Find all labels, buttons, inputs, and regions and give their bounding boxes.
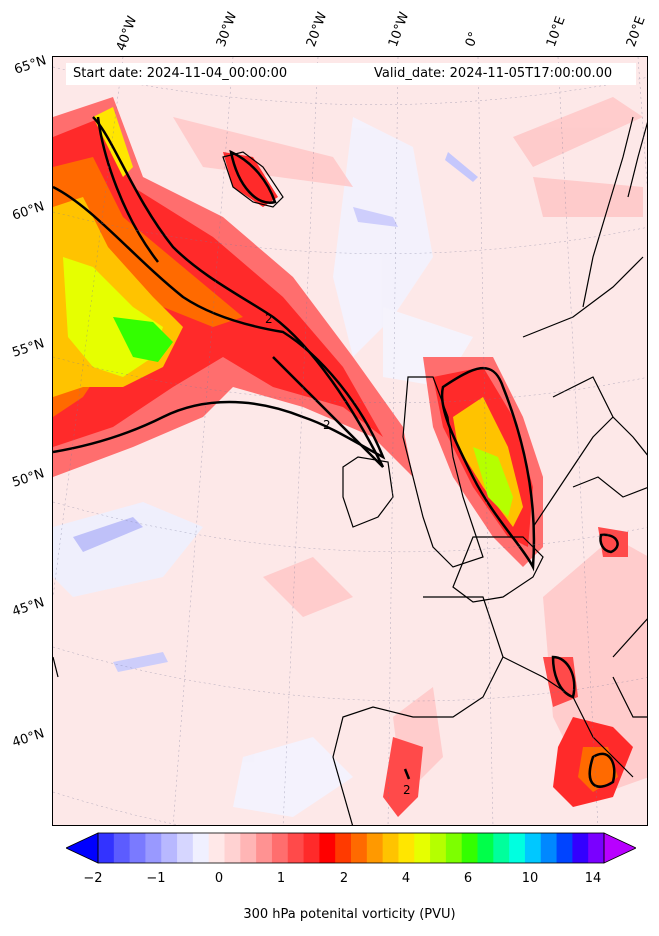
colorbar-cell xyxy=(177,833,194,863)
colorbar-tick-label: 10 xyxy=(521,871,539,886)
contour-label-2: 2 xyxy=(323,418,331,432)
map-info-bar xyxy=(66,63,636,85)
lon-label-10w: 10°W xyxy=(385,10,413,49)
colorbar-cell xyxy=(271,833,289,863)
colorbar-cell xyxy=(335,833,352,863)
colorbar-tick-label: 0 xyxy=(214,871,224,886)
lat-label-40n: 40°N xyxy=(10,726,47,751)
lat-label-65n: 65°N xyxy=(12,53,49,78)
lat-label-55n: 55°N xyxy=(10,336,47,361)
colorbar-cell xyxy=(287,833,305,863)
colorbar-cell xyxy=(493,833,510,863)
lon-label-40w: 40°W xyxy=(113,14,141,53)
lon-label-20w: 20°W xyxy=(303,10,331,49)
colorbar-cell xyxy=(572,833,589,863)
colorbar-cell xyxy=(256,833,273,863)
colorbar-cell xyxy=(445,833,463,863)
moderate-pv-streaks xyxy=(173,97,647,797)
colorbar-cell xyxy=(303,833,320,863)
contour-label-1: 2 xyxy=(265,312,273,326)
colorbar-cell xyxy=(161,833,178,863)
lat-label-50n: 50°N xyxy=(10,466,47,491)
colorbar-cell xyxy=(351,833,368,863)
colorbar-cell xyxy=(524,833,542,863)
pv-field-map: 2 2 2 xyxy=(53,57,647,825)
start-date-label: Start date: 2024-11-04_00:00:00 xyxy=(73,66,288,81)
lon-label-30w: 30°W xyxy=(213,10,241,49)
colorbar-cell xyxy=(414,833,431,863)
colorbar xyxy=(66,832,636,864)
lon-label-0: 0° xyxy=(462,29,483,49)
colorbar-cell xyxy=(366,833,384,863)
pv-2-contours xyxy=(53,116,619,788)
lon-label-10e: 10°E xyxy=(543,14,569,50)
map-panel: 2 2 2 xyxy=(52,56,648,826)
pv-blob-iceland xyxy=(223,152,278,207)
lat-label-60n: 60°N xyxy=(10,199,47,224)
colorbar-cell xyxy=(208,833,225,863)
colorbar-cell xyxy=(540,833,558,863)
colorbar-tick-label: 1 xyxy=(276,871,286,886)
colorbar-cell xyxy=(556,833,573,863)
colorbar-cell xyxy=(192,833,210,863)
colorbar-cell xyxy=(430,833,447,863)
colorbar-max-arrow xyxy=(603,832,636,864)
pv-blob-iberia xyxy=(383,737,423,817)
colorbar-cell xyxy=(145,833,162,863)
colorbar-title: 300 hPa potenital vorticity (PVU) xyxy=(243,907,456,922)
coastlines xyxy=(53,116,647,825)
contour-label-3: 2 xyxy=(403,783,411,797)
lon-label-20e: 20°E xyxy=(623,14,649,50)
colorbar-min-arrow xyxy=(66,832,99,864)
colorbar-tick-label: −2 xyxy=(83,871,103,886)
valid-date-label: Valid_date: 2024-11-05T17:00:00.00 xyxy=(374,66,613,81)
colorbar-cell xyxy=(129,833,146,863)
colorbar-cell xyxy=(224,833,241,863)
colorbar-tick-label: 4 xyxy=(401,871,411,886)
colorbar-cell xyxy=(382,833,399,863)
colorbar-cell xyxy=(240,833,257,863)
colorbar-cell xyxy=(588,833,605,863)
colorbar-cell xyxy=(509,833,526,863)
colorbar-cell xyxy=(113,833,131,863)
colorbar-cell xyxy=(461,833,478,863)
pv-streamer-north-sea xyxy=(423,357,543,567)
colorbar-tick-label: 6 xyxy=(463,871,473,886)
colorbar-cell xyxy=(398,833,415,863)
colorbar-cell xyxy=(98,833,115,863)
colorbar-tick-label: 14 xyxy=(584,871,602,886)
colorbar-cell xyxy=(319,833,336,863)
lat-label-45n: 45°N xyxy=(10,595,47,620)
colorbar-tick-label: 2 xyxy=(339,871,349,886)
colorbar-outline xyxy=(97,832,605,864)
colorbar-cells xyxy=(98,833,605,863)
colorbar-tick-label: −1 xyxy=(146,871,166,886)
colorbar-cell xyxy=(477,833,494,863)
